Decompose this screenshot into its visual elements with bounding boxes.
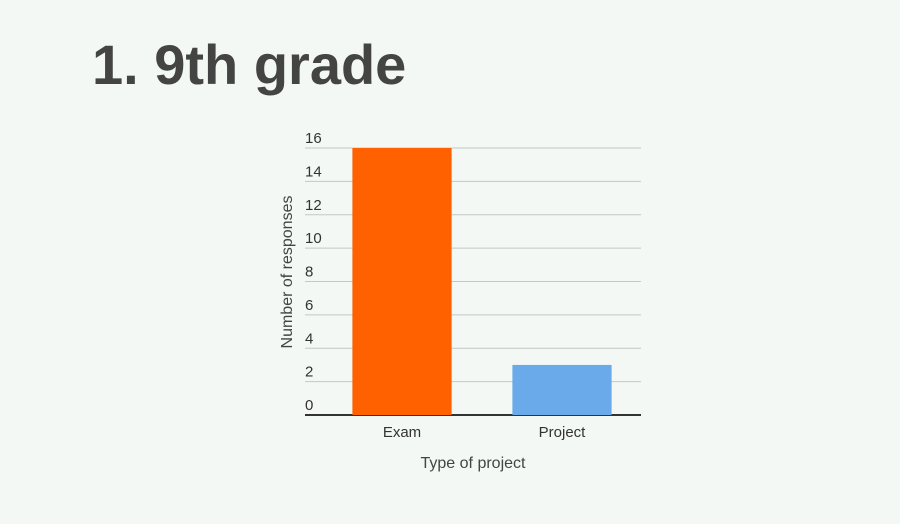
y-tick-label: 12 xyxy=(305,197,322,214)
y-tick-label: 2 xyxy=(305,364,313,381)
y-axis-label: Number of responses xyxy=(279,196,296,349)
slide-title: 1. 9th grade xyxy=(92,33,406,96)
y-tick-label: 0 xyxy=(305,397,313,414)
y-tick-label: 8 xyxy=(305,264,313,281)
x-axis-label: Type of project xyxy=(421,455,527,472)
y-tick-label: 14 xyxy=(305,163,322,180)
y-tick-label: 6 xyxy=(305,297,313,314)
y-tick-label: 4 xyxy=(305,330,313,347)
y-tick-label: 10 xyxy=(305,230,322,247)
bar xyxy=(512,364,612,415)
y-tick-label: 16 xyxy=(305,130,322,147)
bar xyxy=(352,148,452,415)
x-tick-label: Project xyxy=(539,424,587,441)
x-tick-label: Exam xyxy=(383,424,421,441)
